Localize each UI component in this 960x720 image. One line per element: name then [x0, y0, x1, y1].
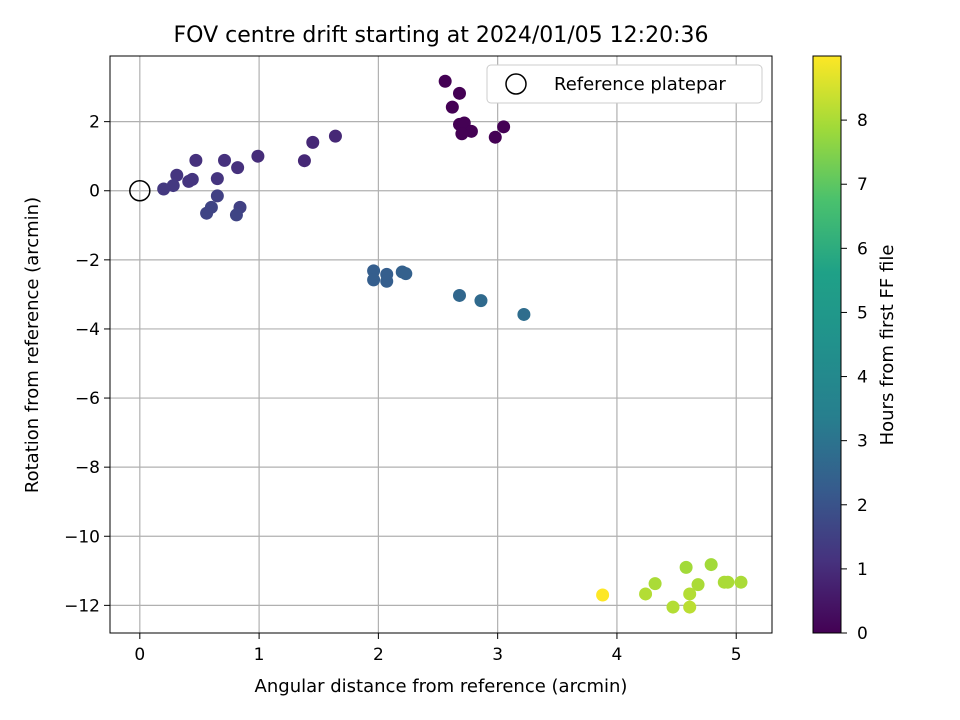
- colorbar: [812, 55, 842, 634]
- data-point: [229, 208, 243, 222]
- data-point: [367, 264, 381, 278]
- data-point: [455, 127, 469, 141]
- y-axis-ticks: −12 −10 −8 −6 −4 −2 0 2: [64, 113, 110, 616]
- data-point: [328, 129, 342, 143]
- data-point: [231, 161, 245, 175]
- data-point: [182, 174, 196, 188]
- reference-marker: [129, 179, 151, 202]
- data-point: [297, 154, 311, 168]
- data-point: [452, 86, 466, 100]
- data-point: [157, 182, 171, 196]
- colorbar-tick-label: 1: [857, 560, 868, 580]
- data-point: [488, 130, 502, 144]
- data-point: [399, 267, 413, 281]
- colorbar-tick-label: 6: [857, 239, 868, 259]
- y-tick-label: 0: [89, 182, 100, 202]
- y-tick-label: −12: [64, 596, 100, 616]
- colorbar-tick-label: 7: [857, 175, 868, 195]
- data-point: [218, 153, 232, 167]
- colorbar-tick-label: 0: [857, 624, 868, 644]
- colorbar-ticks: 0 1 2 3 4 5 6 7 8: [841, 111, 868, 644]
- data-point: [683, 587, 697, 601]
- colorbar-tick-label: 5: [857, 303, 868, 323]
- data-point: [704, 558, 718, 572]
- data-point: [474, 294, 488, 308]
- plot-frame: [109, 55, 773, 634]
- y-tick-label: −6: [75, 389, 100, 409]
- data-point: [170, 168, 184, 182]
- data-point: [438, 74, 452, 88]
- data-point: [648, 577, 662, 591]
- data-point: [691, 578, 705, 592]
- x-axis-ticks: 0 1 2 3 4 5: [134, 633, 742, 665]
- legend-label: Reference platepar: [554, 74, 726, 95]
- y-tick-label: −8: [75, 458, 100, 478]
- data-point: [189, 153, 203, 167]
- legend-box: [486, 64, 763, 104]
- reference-marker-group: [129, 179, 151, 202]
- data-point: [734, 575, 748, 589]
- data-point: [721, 575, 735, 589]
- data-point: [639, 587, 653, 601]
- data-point: [445, 100, 459, 114]
- legend-marker-icon: [505, 73, 527, 95]
- x-tick-label: 5: [731, 645, 742, 665]
- x-tick-label: 0: [134, 645, 145, 665]
- y-axis-title: Rotation from reference (arcmin): [22, 197, 43, 493]
- data-point: [666, 600, 680, 614]
- data-point: [517, 307, 531, 321]
- y-tick-label: −4: [75, 320, 100, 340]
- data-point: [452, 288, 466, 302]
- data-point: [679, 560, 693, 574]
- y-tick-label: −10: [64, 527, 100, 547]
- colorbar-tick-label: 2: [857, 496, 868, 516]
- grid: [110, 56, 772, 633]
- chart-title: FOV centre drift starting at 2024/01/05 …: [174, 23, 709, 48]
- data-point: [683, 600, 697, 614]
- x-axis-title: Angular distance from reference (arcmin): [255, 676, 628, 697]
- x-tick-label: 3: [492, 645, 503, 665]
- y-tick-label: −2: [75, 251, 100, 271]
- data-point: [367, 273, 381, 287]
- data-point: [380, 274, 394, 288]
- x-tick-label: 2: [373, 645, 384, 665]
- colorbar-tick-label: 8: [857, 111, 868, 131]
- y-tick-label: 2: [89, 113, 100, 133]
- data-point: [210, 189, 224, 203]
- data-point: [251, 149, 265, 163]
- data-point: [596, 588, 610, 602]
- data-points: [157, 74, 748, 614]
- data-point: [200, 206, 214, 220]
- x-tick-label: 1: [254, 645, 265, 665]
- legend: Reference platepar: [486, 64, 763, 104]
- data-point: [497, 120, 511, 134]
- data-point: [306, 135, 320, 149]
- colorbar-tick-label: 3: [857, 432, 868, 452]
- colorbar-title: Hours from first FF file: [877, 245, 898, 446]
- colorbar-tick-label: 4: [857, 368, 868, 388]
- x-tick-label: 4: [612, 645, 623, 665]
- data-point: [210, 172, 224, 186]
